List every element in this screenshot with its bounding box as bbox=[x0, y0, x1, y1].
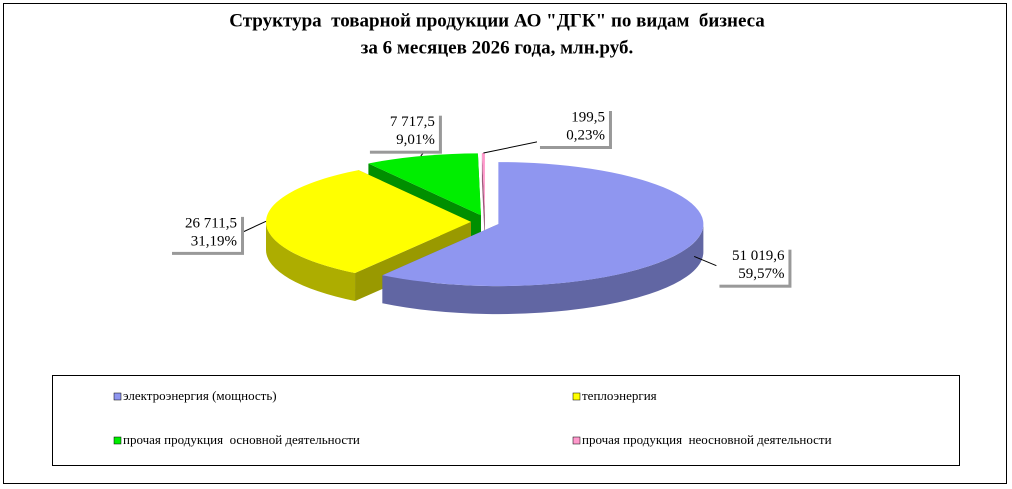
slice-wall bbox=[481, 153, 485, 244]
pie-slice bbox=[382, 162, 704, 315]
percent-label: 0,23% bbox=[566, 127, 605, 143]
slice-side bbox=[382, 224, 704, 315]
legend-swatch bbox=[572, 392, 581, 401]
chart-subtitle: за 6 месяцев 2026 года, млн.руб. bbox=[361, 37, 633, 58]
legend-swatch bbox=[113, 392, 122, 401]
percent-label: 59,57% bbox=[738, 266, 784, 282]
label-box bbox=[169, 213, 242, 252]
legend-label: прочая продукция основной деятельности bbox=[123, 432, 360, 447]
value-label: 26 711,5 bbox=[185, 215, 237, 231]
slice-top bbox=[382, 162, 704, 287]
slice-top bbox=[481, 153, 485, 216]
slice-top bbox=[266, 170, 472, 274]
slice-side bbox=[266, 221, 356, 302]
legend-swatch bbox=[572, 436, 581, 445]
percent-label: 9,01% bbox=[396, 132, 435, 148]
label-box bbox=[536, 108, 609, 147]
value-label: 199,5 bbox=[571, 109, 605, 125]
value-label: 7 717,5 bbox=[390, 114, 435, 130]
legend-swatch bbox=[113, 436, 122, 445]
pie-slice bbox=[266, 170, 472, 302]
legend-box bbox=[52, 375, 960, 466]
value-label: 51 019,6 bbox=[732, 248, 785, 264]
slice-top bbox=[368, 153, 481, 216]
label-box bbox=[366, 112, 439, 151]
label-box bbox=[716, 246, 789, 285]
percent-label: 31,19% bbox=[191, 233, 237, 249]
pie-slice bbox=[481, 153, 485, 244]
leader-line bbox=[693, 255, 717, 267]
leader-line bbox=[240, 220, 267, 234]
legend-label: электроэнергия (мощность) bbox=[123, 388, 277, 403]
legend-label: прочая продукция неосновной деятельности bbox=[582, 432, 832, 447]
chart-title: Структура товарной продукции АО "ДГК" по… bbox=[229, 10, 765, 31]
legend-label: теплоэнергия bbox=[582, 388, 657, 403]
